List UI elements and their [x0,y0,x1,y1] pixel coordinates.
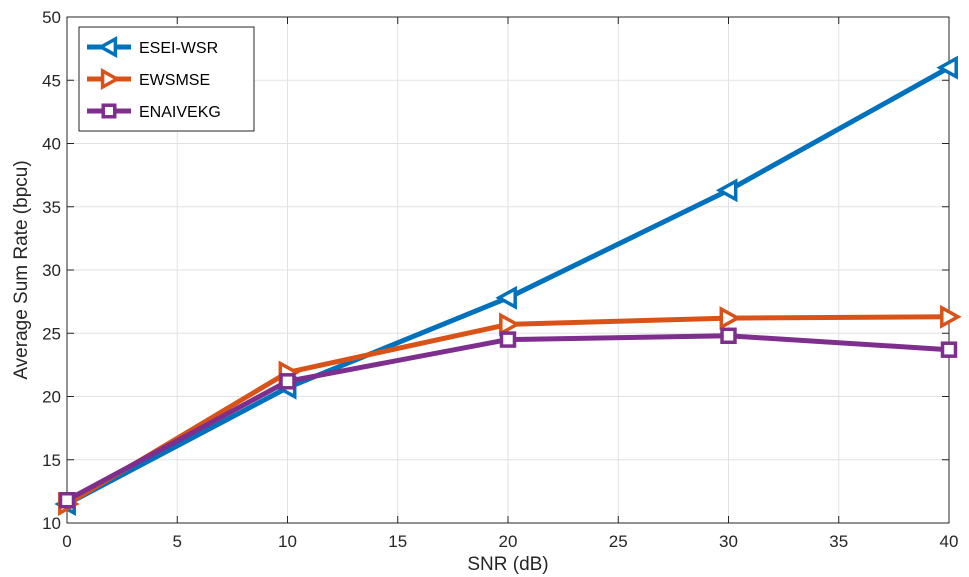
data-point [499,312,521,337]
legend-item: ENAIVEKG [87,103,221,121]
y-tick-label: 20 [42,388,61,407]
x-tick-label: 0 [62,532,71,551]
x-axis-title: SNR (dB) [467,554,548,575]
y-tick-label: 35 [42,198,61,217]
legend-item: EWSMSE [87,68,210,90]
x-tick-label: 35 [829,532,848,551]
axis-ticks: 0 5 10 15 20 25 30 35 40 10 15 20 25 30 35 40 45 50 [42,8,958,551]
legend-label: ESEI-WSR [139,40,218,57]
legend-marker [97,36,118,58]
y-axis-title: Average Sum Rate (bpcu) [11,160,32,379]
x-tick-label: 15 [388,532,407,551]
legend-marker [101,103,117,119]
legend-label: EWSMSE [139,72,210,89]
legend-marker [100,68,121,90]
y-tick-label: 45 [42,71,61,90]
y-tick-label: 30 [42,261,61,280]
x-tick-label: 20 [499,532,518,551]
data-point [715,178,738,203]
y-tick-label: 40 [42,135,61,154]
data-point [279,373,296,390]
x-tick-label: 5 [173,532,182,551]
y-tick-label: 15 [42,451,61,470]
data-point [58,492,76,509]
data-point [719,306,742,331]
y-tick-label: 50 [42,8,61,27]
x-tick-label: 30 [719,532,738,551]
data-point [940,341,958,358]
data-point [940,304,962,329]
legend: ESEI-WSR EWSMSE ENAIVEKG [78,26,255,132]
x-tick-label: 40 [940,532,959,551]
legend-label: ENAIVEKG [139,104,221,121]
y-tick-label: 25 [42,324,61,343]
data-point [720,327,737,345]
legend-item: ESEI-WSR [87,36,218,58]
data-point [936,55,958,80]
series-enaivekg [58,327,958,509]
data-point [499,331,517,348]
series-group [54,55,962,516]
x-tick-label: 10 [278,532,297,551]
y-tick-label: 10 [42,514,61,533]
x-tick-label: 25 [609,532,628,551]
data-point [495,285,517,310]
